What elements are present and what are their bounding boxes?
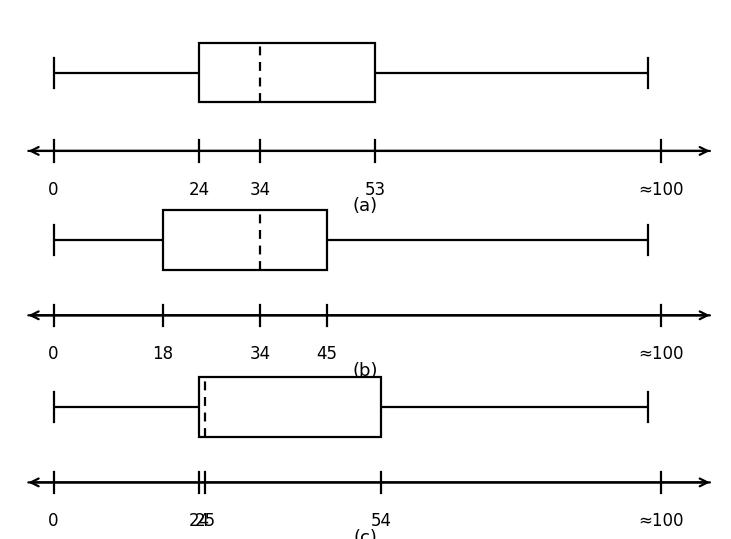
Text: 53: 53 — [365, 181, 386, 198]
Text: ≈100: ≈100 — [637, 512, 683, 530]
Text: 24: 24 — [189, 181, 210, 198]
Text: 18: 18 — [152, 345, 173, 363]
Text: 24: 24 — [189, 512, 210, 530]
Text: 34: 34 — [249, 345, 270, 363]
Text: 0: 0 — [48, 345, 58, 363]
Text: (c): (c) — [354, 529, 377, 539]
Text: 0: 0 — [48, 512, 58, 530]
Text: 45: 45 — [317, 345, 337, 363]
Text: 34: 34 — [249, 181, 270, 198]
Text: 0: 0 — [48, 181, 58, 198]
Bar — [199, 43, 375, 102]
Text: 25: 25 — [194, 512, 216, 530]
Text: ≈100: ≈100 — [637, 181, 683, 198]
Bar — [199, 377, 382, 437]
Text: ≈100: ≈100 — [637, 345, 683, 363]
Text: (b): (b) — [353, 362, 378, 380]
Bar — [163, 210, 327, 270]
Text: 54: 54 — [371, 512, 392, 530]
Text: (a): (a) — [353, 197, 378, 215]
